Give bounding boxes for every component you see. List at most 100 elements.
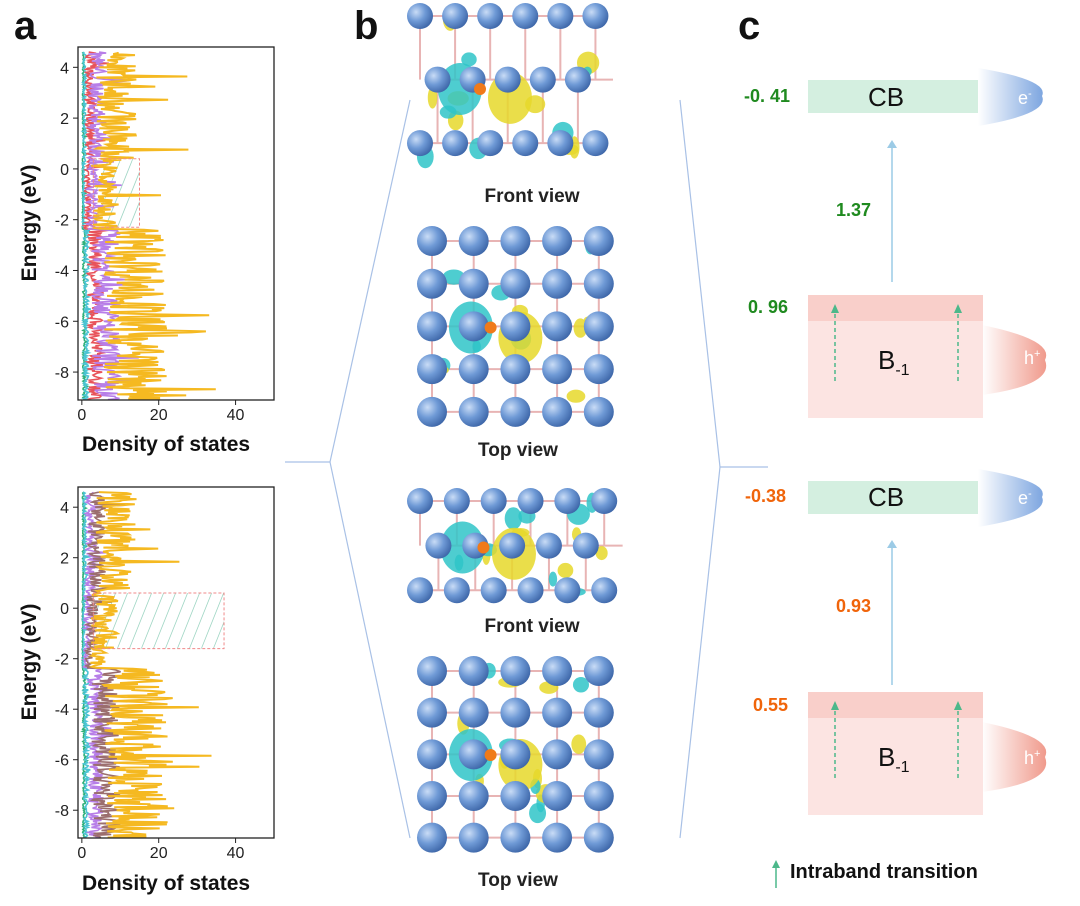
atom: [407, 3, 433, 29]
x-tick-label: 40: [227, 407, 245, 424]
view-label-1: Front view: [484, 186, 580, 207]
atom: [542, 311, 573, 342]
hatch-line: [237, 159, 264, 228]
isosurface-lobe: [573, 318, 588, 338]
hole-text: h: [1024, 348, 1035, 368]
atom: [499, 532, 526, 559]
hatch: [93, 158, 276, 228]
atom: [480, 577, 507, 604]
hole-label-1: h+: [1024, 348, 1040, 369]
intraband-arrowhead: [954, 701, 962, 710]
hatch-line: [0, 593, 8, 649]
vb-label-text: B: [878, 345, 896, 375]
y-tick-label: -4: [55, 263, 69, 280]
atom: [583, 268, 614, 299]
x-tick-label: 0: [77, 845, 86, 862]
atom: [517, 577, 544, 604]
atom: [407, 130, 433, 157]
atom: [458, 781, 489, 811]
atom: [572, 532, 599, 559]
legend-intraband: Intraband transition: [790, 861, 978, 883]
dopant-atom: [477, 541, 490, 554]
vb-value-2: 0.55: [753, 695, 789, 715]
dos-series-1: [83, 51, 139, 401]
atom: [442, 130, 469, 157]
hatch-line: [213, 159, 240, 228]
atom: [458, 311, 489, 342]
view-label-2: Top view: [478, 440, 558, 461]
atom: [417, 739, 447, 770]
hatch-line: [165, 159, 192, 228]
cb-value-2: -0.38: [745, 486, 787, 506]
atom: [458, 354, 489, 385]
structure-image-4: [417, 656, 614, 853]
atom: [591, 488, 618, 514]
valence-band-top: [808, 295, 983, 321]
atom: [477, 3, 504, 29]
atom: [500, 697, 531, 728]
vb-label-text: B: [878, 742, 896, 772]
isosurface-lobe: [566, 389, 586, 403]
x-tick-label: 20: [150, 845, 168, 862]
hatch-line: [117, 593, 140, 649]
atom: [417, 656, 447, 686]
dos-xlabel-top: Density of states: [82, 433, 251, 456]
bracket-line: [329, 99, 411, 463]
atom: [500, 739, 531, 770]
y-tick-label: -2: [55, 652, 69, 669]
y-tick-label: -6: [55, 753, 69, 770]
atom: [500, 656, 531, 686]
atom: [583, 656, 614, 686]
atom: [500, 822, 531, 853]
hole-sup: +: [1034, 748, 1041, 760]
atom: [547, 130, 574, 157]
atom: [542, 697, 573, 728]
atom: [542, 396, 573, 427]
vb-label-sub: -1: [895, 362, 910, 380]
dos-series-0: [91, 51, 216, 401]
atom: [554, 577, 581, 604]
hatch-line: [141, 593, 164, 649]
hatch-line: [129, 593, 152, 649]
structure-images: [285, 3, 768, 853]
vb-value-1: 0. 96: [748, 297, 789, 317]
cb-value-1: -0. 41: [744, 86, 791, 106]
atom: [542, 656, 573, 686]
hatch-line: [153, 159, 180, 228]
excitation-arrowhead: [887, 540, 897, 548]
view-label-3: Front view: [484, 616, 580, 637]
dos-series-2: [81, 51, 113, 401]
atom: [458, 656, 489, 686]
hatch-line: [105, 158, 134, 228]
bracket-line: [679, 99, 721, 468]
hole-sup: +: [1034, 348, 1041, 360]
atom: [407, 577, 433, 604]
atom: [517, 488, 544, 514]
atom: [458, 396, 489, 427]
hatch-line: [249, 159, 276, 228]
y-tick-label: -8: [55, 803, 69, 820]
panel-c-letter: c: [738, 4, 761, 48]
plot-frame: [77, 46, 275, 401]
atom: [542, 226, 573, 256]
electron-sup: -: [1028, 488, 1032, 500]
atom: [417, 822, 447, 853]
electron-lobe: [978, 68, 1043, 126]
hatch-line: [225, 593, 247, 649]
conduction-band: [808, 80, 978, 113]
hatch-line: [165, 593, 188, 649]
hatch-line: [0, 593, 20, 649]
electron-lobe: [978, 469, 1043, 527]
hole-lobe: [982, 325, 1047, 395]
band-diagrams: [772, 68, 1047, 888]
y-tick-label: 2: [60, 111, 69, 128]
band-diagram-1: [808, 68, 1047, 418]
excitation-arrowhead: [887, 140, 897, 148]
atom: [480, 488, 507, 514]
hatch-line: [177, 593, 200, 649]
atom: [554, 488, 581, 514]
atom: [500, 311, 531, 342]
atom: [583, 697, 614, 728]
